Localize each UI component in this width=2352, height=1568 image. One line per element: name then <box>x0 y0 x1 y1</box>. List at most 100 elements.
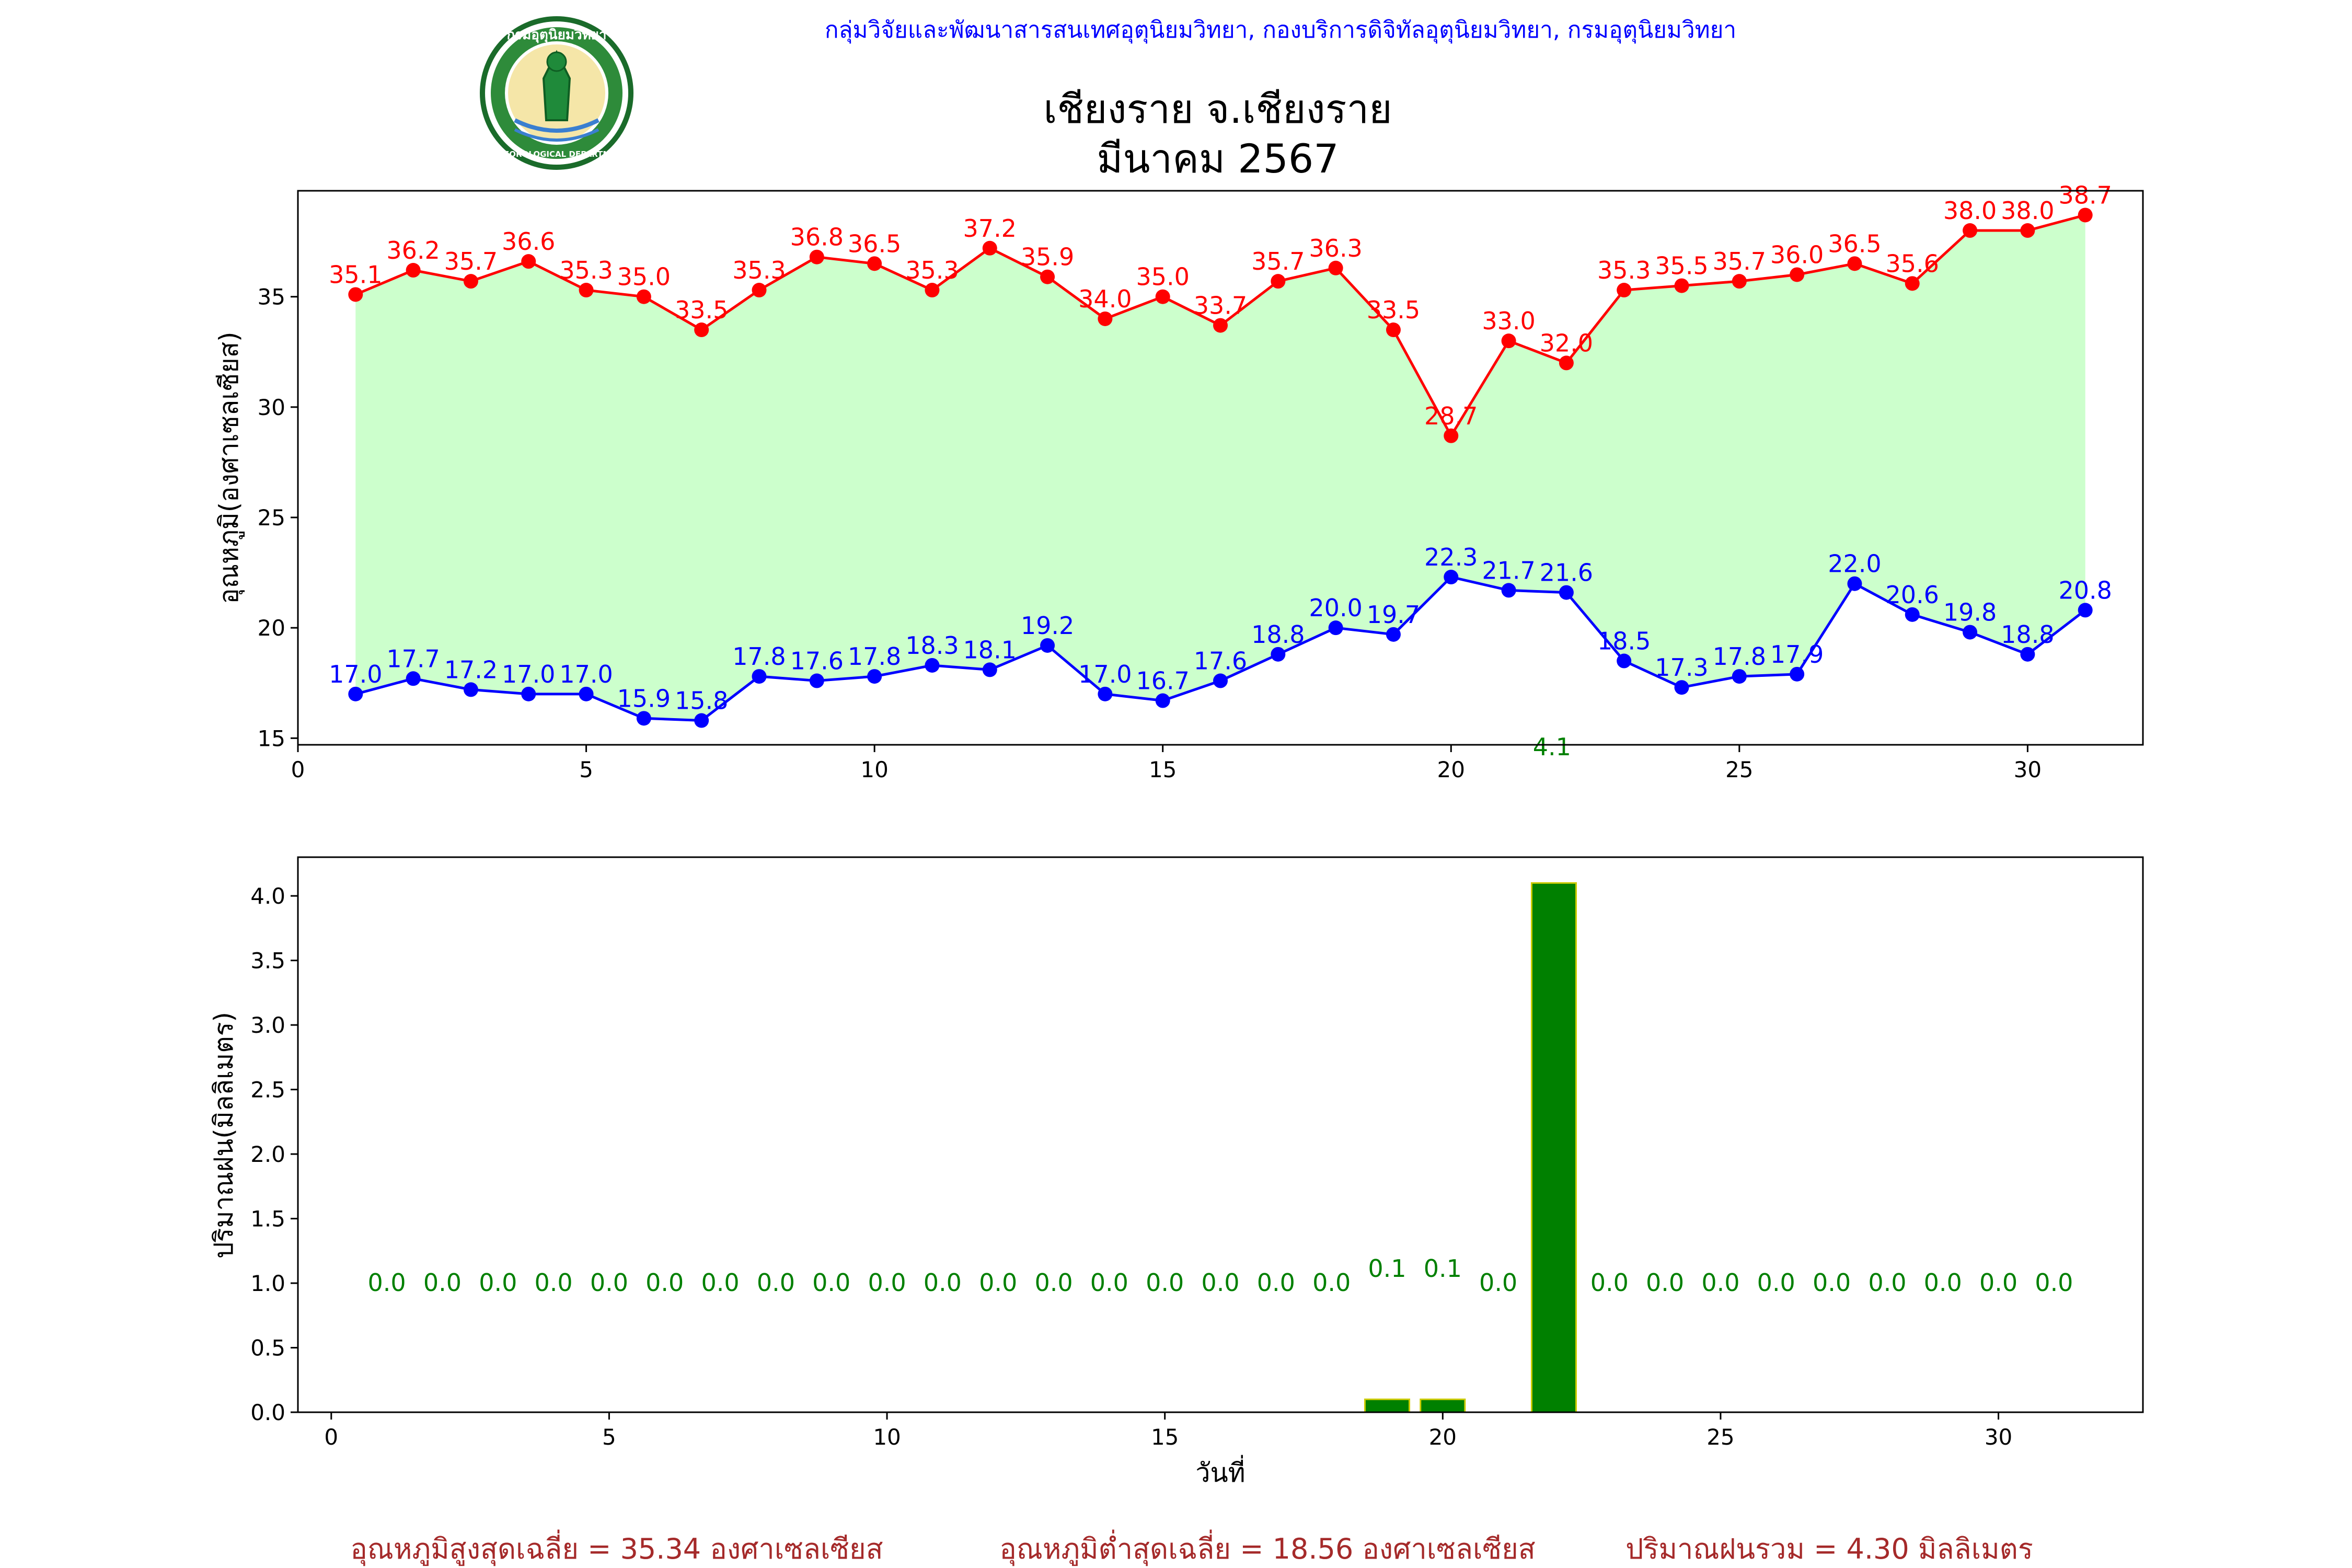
min-temperature-label: 17.8 <box>1713 642 1766 671</box>
min-temperature-label: 17.9 <box>1770 640 1824 668</box>
rainfall-label: 0.0 <box>1201 1269 1239 1297</box>
max-temperature-label: 36.5 <box>848 229 901 258</box>
max-temperature-label: 36.2 <box>386 236 440 264</box>
rainfall-label: 0.0 <box>535 1269 573 1297</box>
max-temperature-label: 35.3 <box>1597 256 1651 284</box>
min-temperature-label: 17.6 <box>1194 647 1247 675</box>
max-temperature-point <box>406 263 421 278</box>
rainfall-label: 0.0 <box>1034 1269 1073 1297</box>
logo-text-en: METEOROLOGICAL DEPARTMENT <box>486 149 629 159</box>
min-temperature-label: 18.5 <box>1597 627 1651 655</box>
max-temperature-point <box>925 283 940 298</box>
min-temperature-label: 18.8 <box>2001 620 2054 649</box>
max-temperature-label: 36.8 <box>790 223 844 251</box>
max-temperature-point <box>1617 283 1632 298</box>
max-temperature-point <box>1328 260 1343 275</box>
min-temperature-point <box>867 669 882 684</box>
rainfall-xtick-label: 25 <box>1707 1424 1734 1450</box>
min-temperature-label: 17.7 <box>386 644 440 673</box>
rainfall-data-labels: 0.0 0.0 0.0 0.0 0.0 0.0 0.0 0.0 0.0 0.0 0.0 0.0 0.0 0… <box>368 1254 2073 1297</box>
min-temperature-label: 19.7 <box>1367 601 1420 629</box>
rainfall-bar <box>1364 1398 1411 1413</box>
rainfall-label: 0.0 <box>1590 1269 1629 1297</box>
min-temperature-label: 15.8 <box>675 687 728 715</box>
min-temperature-label: 17.0 <box>502 660 555 688</box>
rainfall-xtick-label: 15 <box>1151 1424 1179 1450</box>
min-temperature-point <box>1444 570 1459 585</box>
rainfall-bar <box>1530 882 1577 1413</box>
min-temperature-label: 18.8 <box>1251 620 1305 649</box>
min-temperature-label: 17.0 <box>329 660 382 688</box>
max-temperature-point <box>1963 223 1978 238</box>
max-temperature-label: 37.2 <box>963 214 1017 243</box>
temperature-range-area <box>355 215 2085 721</box>
max-temperature-point <box>1213 318 1228 333</box>
rainfall-label: 0.0 <box>1646 1269 1684 1297</box>
rainfall-label: 0.0 <box>1979 1269 2017 1297</box>
max-temperature-label: 38.7 <box>2058 181 2112 209</box>
max-temperature-point <box>1040 269 1055 284</box>
min-temperature-point <box>982 662 997 677</box>
rainfall-ytick-label: 1.5 <box>250 1206 285 1232</box>
min-temperature-point <box>1674 680 1689 695</box>
min-temperature-point <box>579 686 594 701</box>
rainfall-label: 0.1 <box>1368 1254 1406 1283</box>
max-temperature-label: 35.3 <box>905 256 959 284</box>
max-temperature-label: 36.0 <box>1770 240 1824 269</box>
min-temperature-label: 18.3 <box>905 631 959 660</box>
max-temperature-point <box>1098 311 1113 326</box>
min-temperature-point <box>694 713 709 728</box>
min-temperature-point <box>1155 693 1170 708</box>
max-temperature-label: 35.3 <box>559 256 613 284</box>
rainfall-label: 0.0 <box>368 1269 406 1297</box>
rainfall-xtick-label: 5 <box>602 1424 616 1450</box>
rainfall-label: 0.0 <box>590 1269 628 1297</box>
min-temperature-label: 17.8 <box>848 642 901 671</box>
min-temperature-label: 15.9 <box>617 684 671 712</box>
rainfall-label: 0.0 <box>2035 1269 2073 1297</box>
temperature-ytick-label: 35 <box>258 284 285 310</box>
rainfall-label: 0.0 <box>924 1269 962 1297</box>
rainfall-xtick-label: 0 <box>324 1424 338 1450</box>
rainfall-label: 0.0 <box>1090 1269 1128 1297</box>
max-temperature-label: 35.6 <box>1886 249 1939 278</box>
temperature-ytick-label: 15 <box>258 725 285 751</box>
min-temperature-point <box>1213 673 1228 688</box>
rainfall-label: 0.1 <box>1424 1254 1462 1283</box>
rainfall-label: 0.0 <box>979 1269 1017 1297</box>
rainfall-xtick-label: 30 <box>1985 1424 2012 1450</box>
rainfall-bar <box>1420 1398 1466 1413</box>
rainfall-ytick-label: 0.5 <box>250 1335 285 1361</box>
max-temperature-point <box>1386 322 1401 338</box>
max-temperature-point <box>579 283 594 298</box>
rainfall-label: 0.0 <box>812 1269 850 1297</box>
temperature-xtick-label: 25 <box>1725 757 1753 782</box>
chart-subtitle: มีนาคม 2567 <box>1097 135 1339 182</box>
temperature-ytick-label: 30 <box>258 395 285 420</box>
max-temperature-label: 28.7 <box>1424 402 1478 430</box>
max-temperature-label: 38.0 <box>2001 197 2054 225</box>
min-temperature-point <box>1847 576 1862 591</box>
min-temperature-label: 22.0 <box>1828 550 1881 578</box>
min-temperature-point <box>1790 666 1805 682</box>
min-temperature-point <box>636 711 651 726</box>
min-temperature-label: 22.3 <box>1424 543 1478 571</box>
min-temperature-point <box>809 673 824 688</box>
max-temperature-label: 36.3 <box>1309 234 1362 262</box>
min-temperature-label: 17.6 <box>790 647 844 675</box>
rainfall-ytick-label: 2.0 <box>250 1142 285 1167</box>
min-temperature-point <box>1501 583 1516 598</box>
rainfall-ytick-label: 3.0 <box>250 1012 285 1038</box>
tmd-logo: กรมอุตุนิยมวิทยา METEOROLOGICAL DEPARTME… <box>480 16 633 170</box>
min-temperature-point <box>1328 620 1343 636</box>
temperature-axes: 0 5 10 15 20 25 30 15 20 25 30 35 <box>258 284 2042 782</box>
min-temperature-label: 17.2 <box>444 655 498 684</box>
max-temperature-point <box>867 256 882 271</box>
min-temperature-label: 21.7 <box>1482 556 1535 584</box>
max-temperature-point <box>2020 223 2035 238</box>
temperature-plot-frame <box>297 190 2144 746</box>
temperature-xtick-label: 30 <box>2014 757 2042 782</box>
min-temperature-point <box>1271 647 1286 662</box>
min-temperature-point <box>925 658 940 673</box>
